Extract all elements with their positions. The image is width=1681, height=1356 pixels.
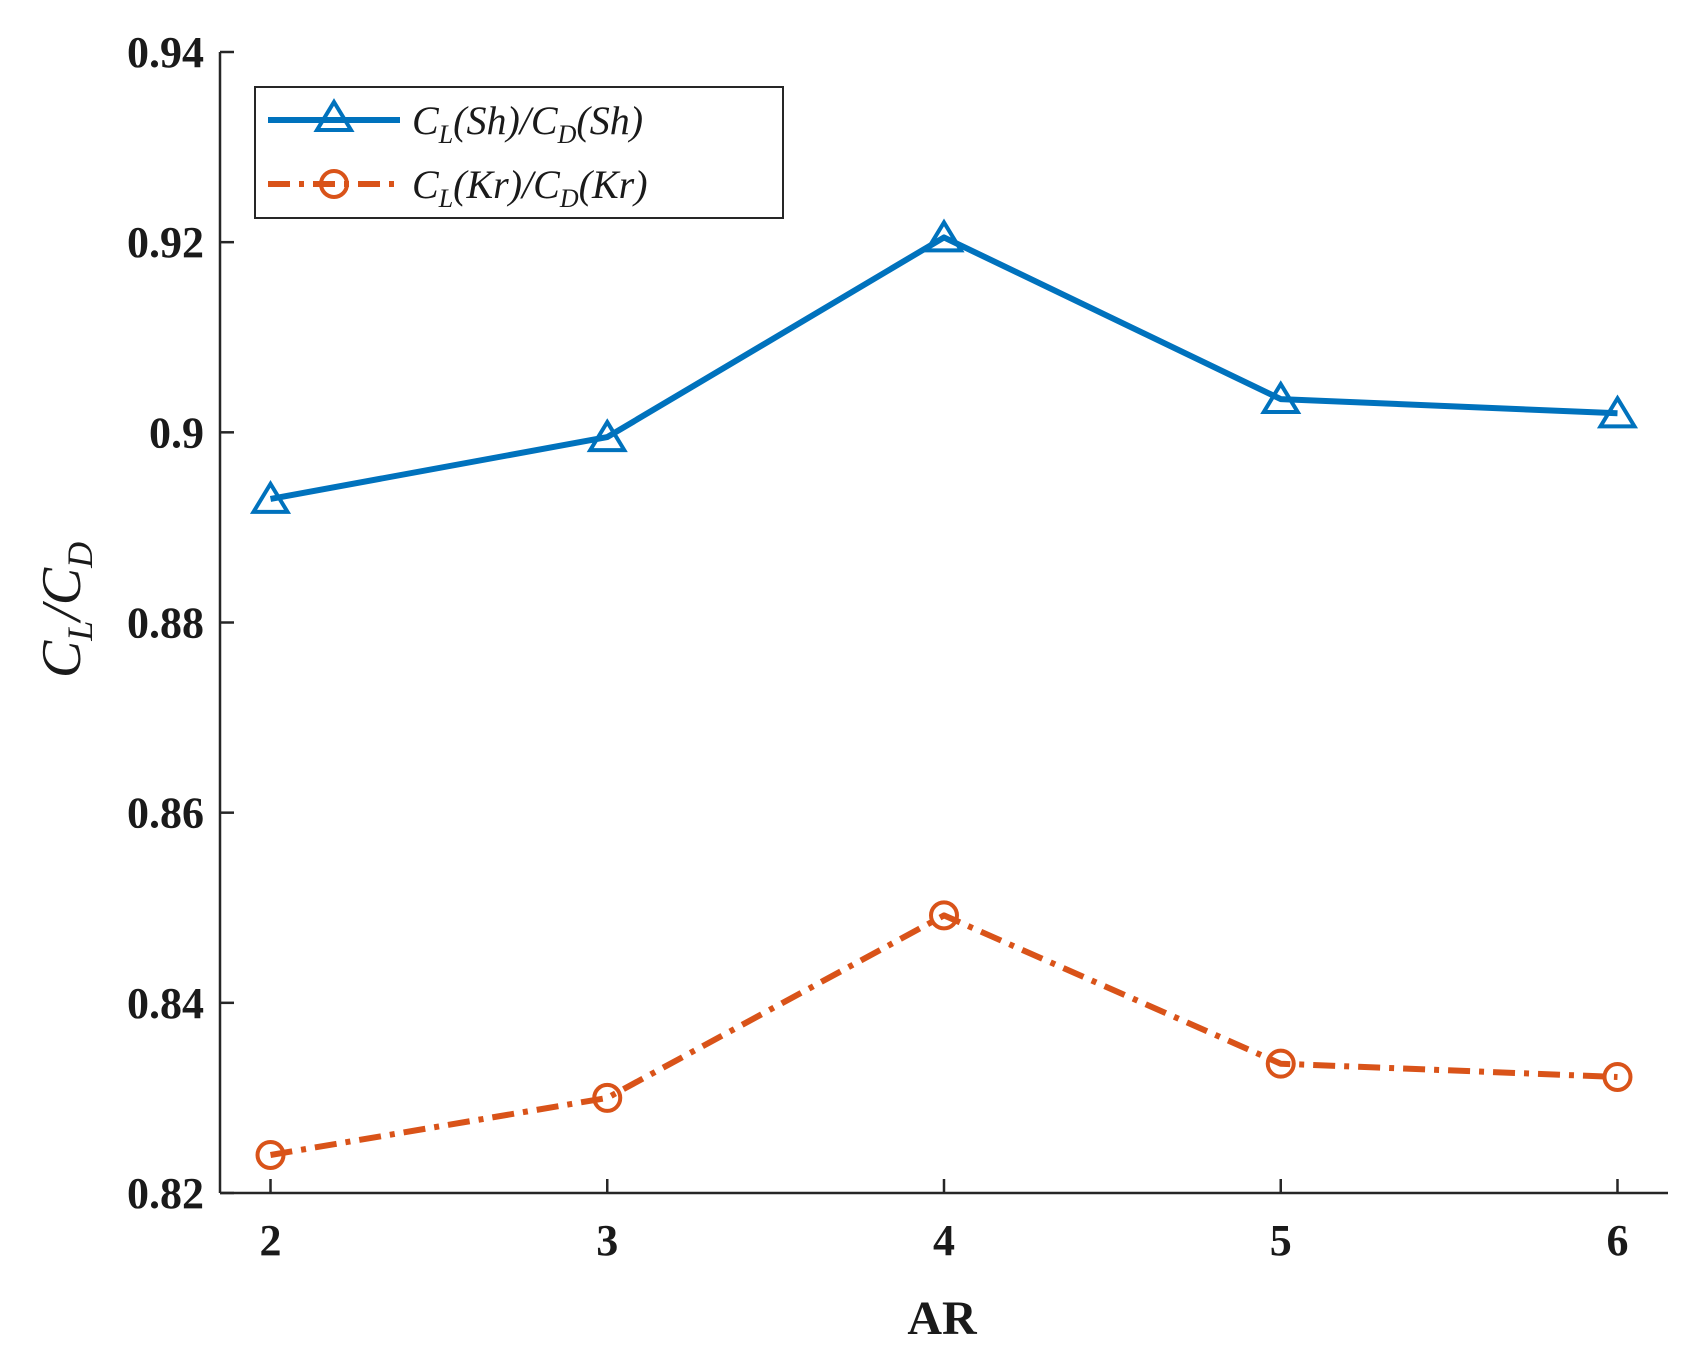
legend-box — [254, 86, 784, 219]
series-line — [269, 912, 1618, 1158]
svg-text:CL/CD: CL/CD — [31, 542, 100, 678]
data-point-circle — [929, 900, 959, 931]
y-tick-label: 0.84 — [127, 979, 204, 1028]
data-point-triangle — [1260, 380, 1302, 415]
data-point-circle — [592, 1082, 623, 1113]
y-tick-label: 0.88 — [127, 599, 204, 648]
x-tick-label: 2 — [260, 1216, 282, 1265]
x-axis-ticks: 2 3 4 5 6 — [260, 1179, 1628, 1265]
x-axis-title: AR — [907, 1292, 978, 1345]
data-point-triangle — [586, 418, 628, 453]
legend: CL(Sh)/CD(Sh) CL(Kr)/CD(Kr) — [254, 86, 784, 219]
legend-triangle-marker — [313, 98, 355, 132]
y-tick-label: 0.92 — [127, 218, 204, 267]
y-axis-title: CL/CD — [31, 542, 100, 678]
series-layer — [249, 218, 1639, 1170]
y-tick-label: 0.9 — [149, 408, 204, 457]
y-tick-label: 0.82 — [127, 1169, 204, 1218]
data-point-circle — [1602, 1061, 1633, 1092]
x-tick-label: 3 — [596, 1216, 618, 1265]
x-tick-label: 6 — [1606, 1216, 1628, 1265]
legend-circle-marker — [319, 169, 349, 199]
x-tick-label: 4 — [933, 1216, 955, 1265]
legend-entry-kr: CL(Kr)/CD(Kr) — [268, 162, 648, 213]
data-point-circle — [1265, 1048, 1296, 1079]
data-point-circle — [255, 1139, 286, 1170]
data-point-triangle — [249, 480, 292, 514]
y-tick-label: 0.94 — [127, 28, 204, 77]
series-sh — [249, 218, 1639, 514]
legend-label-kr: CL(Kr)/CD(Kr) — [412, 162, 648, 213]
y-axis-ticks: 0.82 0.84 0.86 0.88 0.9 0.92 0.94 — [127, 28, 234, 1218]
x-tick-label: 5 — [1270, 1216, 1292, 1265]
legend-label-sh: CL(Sh)/CD(Sh) — [412, 98, 643, 149]
legend-entry-sh: CL(Sh)/CD(Sh) — [268, 98, 643, 149]
y-tick-label: 0.86 — [127, 789, 204, 838]
data-point-triangle — [923, 218, 965, 253]
series-kr — [255, 900, 1633, 1170]
series-line — [269, 234, 1618, 502]
data-point-triangle — [1596, 394, 1639, 429]
